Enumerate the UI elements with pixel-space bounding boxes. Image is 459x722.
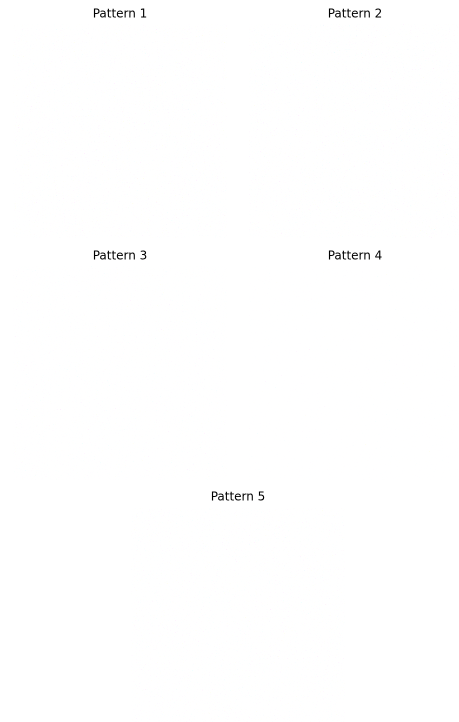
noise-image [249,266,459,480]
panel-title: Pattern 5 [211,490,266,504]
noise-image [249,24,459,238]
noise-image [13,266,227,480]
panel-title: Pattern 3 [93,249,148,263]
panel-title: Pattern 2 [328,7,383,21]
page: Pattern 1 Pattern 2 Pattern 3 Pattern 4 … [0,0,459,722]
panel-title: Pattern 4 [328,249,383,263]
panel-title: Pattern 1 [93,7,148,21]
noise-image [13,24,227,238]
noise-image [131,508,345,722]
figure: Pattern 1 Pattern 2 Pattern 3 Pattern 4 … [0,0,459,722]
